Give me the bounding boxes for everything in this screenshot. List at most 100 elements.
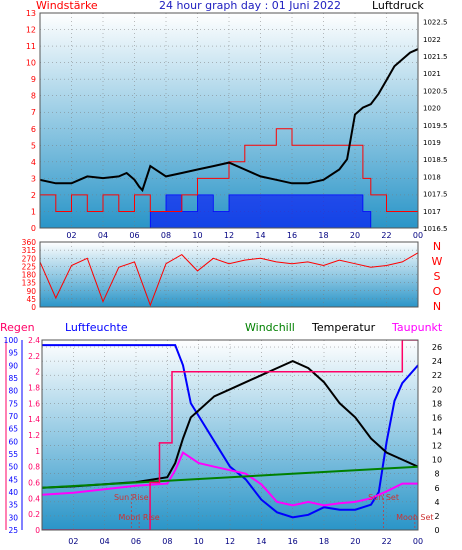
wind-gust-series <box>40 194 418 228</box>
temperature-tick-label: 26 <box>432 343 442 352</box>
temperature-tick-label: 2 <box>434 512 439 521</box>
panel3-x-tick-label: 00 <box>413 537 423 546</box>
panel1-right-tick-label: 1020.5 <box>423 87 448 95</box>
panel1-left-tick-label: 11 <box>26 42 36 51</box>
humidity-tick-label: 90 <box>8 361 18 370</box>
panel1-left-tick-label: 12 <box>26 26 36 35</box>
panel1-right-tick-label: 1018.5 <box>423 156 448 164</box>
series-regen <box>42 340 418 530</box>
panel3-x-tick-label: 16 <box>288 537 298 546</box>
temperature-tick-label: 14 <box>432 427 442 436</box>
panel2-frame <box>39 241 419 308</box>
humidity-tick-label: 100 <box>4 336 19 345</box>
panel1-background <box>40 13 418 228</box>
wind-strength-label: Windstärke <box>36 0 98 12</box>
chart-title: 24 hour graph day : 01 Juni 2022 <box>159 0 341 12</box>
panel3-x-tick-label: 22 <box>382 537 392 546</box>
panel3-x-tick-label: 08 <box>162 537 172 546</box>
panel1-x-tick-label: 06 <box>129 231 139 240</box>
rain-tick-label: 0 <box>35 526 40 535</box>
panel1-x-tick-label: 22 <box>381 231 391 240</box>
panel1-x-tick-label: 14 <box>255 231 265 240</box>
panel1-x-tick-label: 10 <box>192 231 202 240</box>
temperature-tick-label: 16 <box>432 413 442 422</box>
panel3-x-tick-label: 12 <box>225 537 235 546</box>
panel1-left-tick-label: 3 <box>31 174 36 183</box>
panel1-x-ticks: 02 04 06 08 10 12 14 16 18 20 22 00 <box>66 231 423 240</box>
humidity-tick-label: 25 <box>8 526 18 535</box>
panel1-left-tick-label: 0 <box>31 224 36 233</box>
panel1-frame <box>39 12 419 229</box>
temperature-tick-label: 10 <box>432 456 442 465</box>
legend-temperatur: Temperatur <box>311 321 376 334</box>
wind-direction-series <box>40 252 418 307</box>
panel2-left-tick-label: 45 <box>26 295 36 304</box>
panel1-x-tick-label: 20 <box>350 231 360 240</box>
series-taupunkt <box>42 451 418 507</box>
panel3-x-ticks: 02 04 06 08 10 12 14 16 18 20 22 00 <box>68 537 423 546</box>
panel1-left-tick-label: 6 <box>31 125 36 134</box>
panel1-right-tick-label: 1021 <box>423 70 441 78</box>
temperature-tick-label: 8 <box>434 470 439 479</box>
panel1-left-tick-label: 9 <box>31 75 36 84</box>
panel1-right-tick-label: 1022 <box>423 36 441 44</box>
panel3-series <box>42 340 418 530</box>
panel1-right-tick-label: 1017.5 <box>423 191 448 199</box>
series-luftfeuchte <box>42 344 418 519</box>
panel3-x-tick-label: 20 <box>350 537 360 546</box>
legend-regen: Regen <box>0 321 35 334</box>
humidity-tick-label: 95 <box>8 349 18 358</box>
compass-label: N <box>433 240 441 253</box>
rain-tick-label: 1 <box>35 447 40 456</box>
series-temperatur <box>42 360 418 489</box>
pressure-series <box>40 48 418 193</box>
legend-luftfeuchte: Luftfeuchte <box>65 321 128 334</box>
panel-temperature-humidity: Regen Luftfeuchte Windchill Temperatur Taupu… <box>0 321 443 546</box>
temperature-tick-label: 22 <box>432 371 442 380</box>
compass-label: O <box>433 285 442 298</box>
panel3-frame <box>41 339 419 531</box>
panel1-left-tick-label: 10 <box>26 59 36 68</box>
humidity-tick-label: 80 <box>8 387 18 396</box>
panel2-left-tick-label: 360 <box>22 238 37 247</box>
compass-label: S <box>434 270 441 283</box>
panel1-x-tick-label: 02 <box>66 231 76 240</box>
wind-strength-series <box>40 128 418 228</box>
panel1-left-tick-label: 4 <box>31 158 36 167</box>
compass-label: W <box>432 255 443 268</box>
rain-tick-label: 1.2 <box>28 431 40 440</box>
astronomy-annotations: Sun Rise Moon Rise Sun Set Moon Set <box>114 493 434 530</box>
panel1-x-tick-label: 00 <box>413 231 423 240</box>
rain-tick-label: 0.8 <box>28 463 40 472</box>
annotation-label: Sun Set <box>368 493 399 502</box>
panel1-x-tick-label: 04 <box>98 231 108 240</box>
panel1-x-tick-label: 18 <box>318 231 328 240</box>
temperature-tick-label: 12 <box>432 442 442 451</box>
temperature-tick-label: 18 <box>432 399 442 408</box>
panel2-left-tick-label: 180 <box>22 271 37 280</box>
rain-tick-label: 0.2 <box>28 510 40 519</box>
humidity-tick-label: 60 <box>8 437 18 446</box>
panel3-x-tick-label: 06 <box>131 537 141 546</box>
humidity-tick-label: 55 <box>8 450 18 459</box>
panel1-x-tick-label: 16 <box>287 231 297 240</box>
panel1-right-tick-label: 1017 <box>423 208 441 216</box>
series-windchill <box>42 465 418 489</box>
panel1-right-tick-label: 1022.5 <box>423 19 448 27</box>
panel1-right-tick-label: 1019 <box>423 139 441 147</box>
panel1-x-tick-label: 08 <box>161 231 171 240</box>
rain-tick-label: 2 <box>35 368 40 377</box>
panel1-left-tick-label: 1 <box>31 207 36 216</box>
panel3-x-tick-label: 18 <box>319 537 329 546</box>
humidity-tick-label: 70 <box>8 412 18 421</box>
panel1-left-tick-label: 8 <box>31 92 36 101</box>
rain-tick-label: 0.6 <box>28 479 40 488</box>
panel2-left-tick-label: 90 <box>26 287 36 296</box>
rain-tick-label: 1.8 <box>28 384 40 393</box>
